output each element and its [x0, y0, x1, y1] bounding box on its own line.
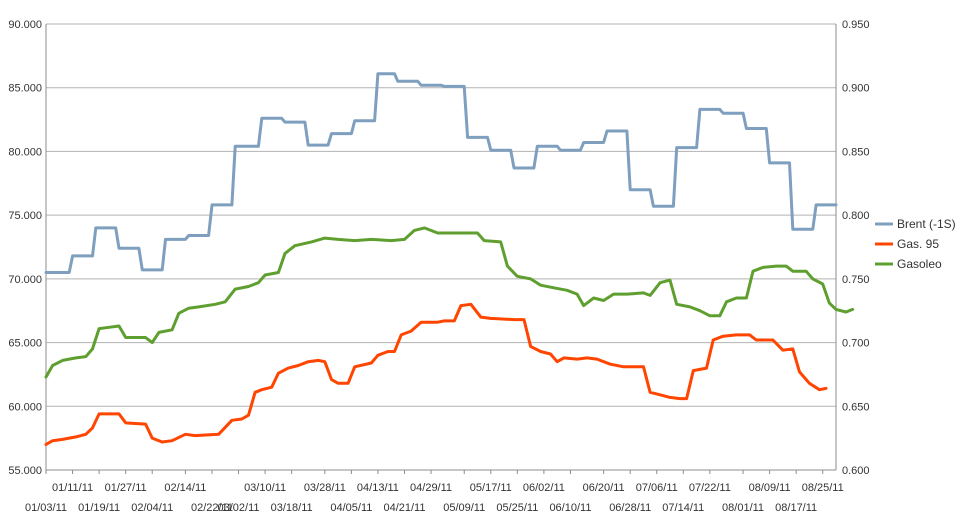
x-tick-label-lower: 01/19/11	[78, 502, 120, 514]
x-tick-label-upper: 08/25/11	[802, 482, 844, 494]
legend-label-brent-1s: Brent (-1S)	[897, 217, 956, 231]
x-tick-label-lower: 04/05/11	[330, 502, 372, 514]
x-tick-label-lower: 03/02/11	[218, 502, 260, 514]
y2-tick-label: 0.700	[842, 338, 870, 350]
x-tick-label-lower: 06/28/11	[609, 502, 651, 514]
y2-tick-label: 0.850	[842, 146, 870, 158]
y2-tick-label: 0.750	[842, 274, 870, 286]
x-tick-label-lower: 08/01/11	[722, 502, 764, 514]
y2-tick-label: 0.900	[842, 83, 870, 95]
gridlines	[46, 23, 836, 471]
x-tick-label-upper: 06/02/11	[523, 482, 565, 494]
y-tick-label: 80.000	[8, 146, 42, 158]
x-tick-label-upper: 01/27/11	[105, 482, 147, 494]
x-tick-label-upper: 01/11/11	[52, 482, 93, 494]
y2-tick-label: 0.800	[842, 210, 870, 222]
x-tick-label-upper: 07/22/11	[689, 482, 731, 494]
y-tick-label: 75.000	[8, 210, 42, 222]
y-tick-label: 85.000	[8, 83, 42, 95]
y2-tick-label: 0.650	[842, 401, 870, 413]
series-lines	[44, 72, 855, 446]
x-tick-label-lower: 02/04/11	[131, 502, 173, 514]
legend-label-gas-95: Gas. 95	[897, 237, 939, 251]
y2-tick-label: 0.950	[842, 19, 870, 31]
x-tick-label-lower: 06/10/11	[549, 502, 591, 514]
y-tick-label: 70.000	[8, 274, 42, 286]
x-tick-label-lower: 05/25/11	[496, 502, 538, 514]
x-tick-label-upper: 03/28/11	[304, 482, 346, 494]
y2-tick-label: 0.600	[842, 465, 870, 477]
y-tick-label: 55.000	[8, 465, 42, 477]
x-tick-label-upper: 07/06/11	[636, 482, 678, 494]
series-line-gas-95	[44, 302, 828, 446]
y-tick-label: 90.000	[8, 19, 42, 31]
y-tick-label: 60.000	[8, 401, 42, 413]
tick-labels: 55.000 60.000 65.000 70.000 75.000 80.000 85.0…	[8, 19, 869, 514]
series-line-brent-1s	[44, 72, 838, 274]
legend-label-gasoleo: Gasoleo	[897, 257, 942, 271]
axes	[45, 24, 837, 474]
y-tick-label: 65.000	[8, 338, 42, 350]
legend: Brent (-1S) Gas. 95 Gasoleo	[875, 217, 956, 271]
x-tick-label-lower: 02/22/11	[191, 502, 233, 514]
x-tick-label-lower: 01/03/11	[25, 502, 67, 514]
x-tick-label-lower: 03/18/11	[271, 502, 313, 514]
x-tick-label-upper: 08/09/11	[749, 482, 791, 494]
x-tick-label-lower: 07/14/11	[662, 502, 704, 514]
x-tick-label-upper: 04/29/11	[410, 482, 452, 494]
x-tick-label-upper: 02/14/11	[164, 482, 206, 494]
x-tick-label-upper: 05/17/11	[470, 482, 512, 494]
x-tick-label-upper: 03/10/11	[244, 482, 286, 494]
x-tick-label-lower: 05/09/11	[443, 502, 485, 514]
x-tick-label-lower: 08/17/11	[775, 502, 817, 514]
series-line-gasoleo	[44, 226, 855, 379]
x-tick-label-upper: 04/13/11	[357, 482, 399, 494]
x-tick-label-upper: 06/20/11	[583, 482, 625, 494]
x-tick-label-lower: 04/21/11	[383, 502, 425, 514]
